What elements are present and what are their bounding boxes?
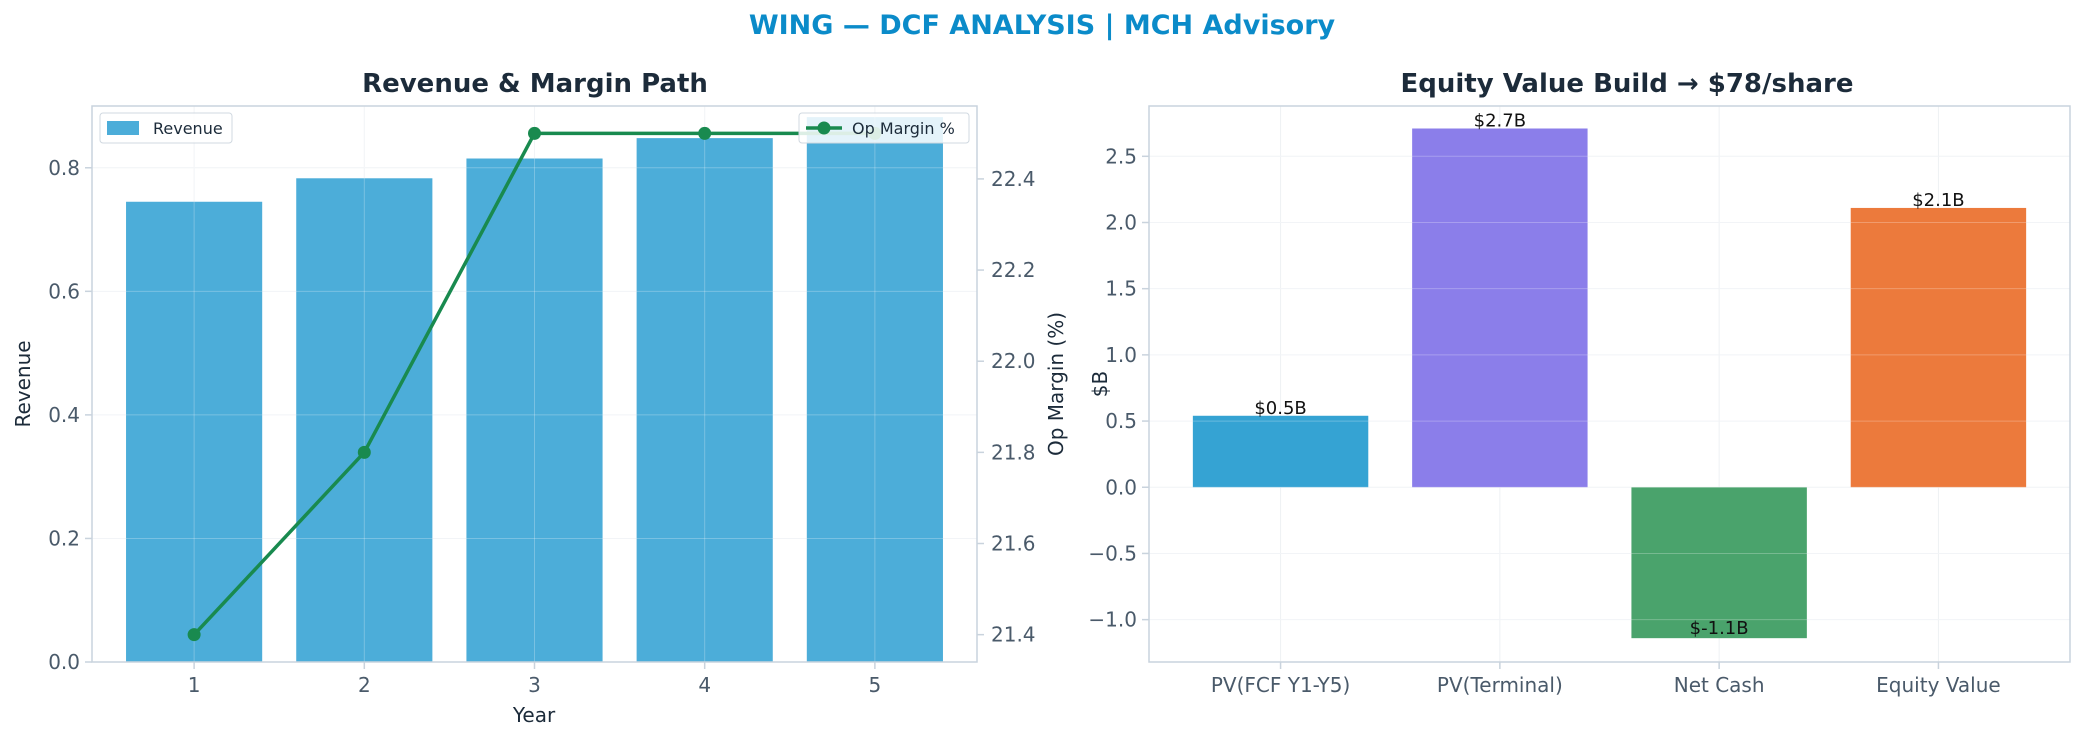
op-margin-point [187, 628, 201, 642]
op-margin-y-tick-label: 22.0 [991, 349, 1036, 373]
year-x-tick-label: 3 [528, 673, 541, 697]
equity-y-tick-label: 2.5 [1105, 144, 1137, 168]
revenue-x-axis-label: Year [512, 703, 556, 727]
revenue-y-tick-label: 0.8 [48, 156, 80, 180]
equity-x-tick-label: Equity Value [1876, 673, 2001, 697]
equity-x-ticks: PV(FCF Y1-Y5) PV(Terminal) Net Cash Equity … [1211, 662, 2001, 697]
op-margin-point [698, 126, 712, 140]
revenue-bar [636, 138, 773, 662]
op-margin-point [528, 126, 541, 140]
op-margin-point [357, 445, 371, 459]
equity-bar [1192, 415, 1369, 488]
revenue-legend: Revenue [99, 112, 233, 144]
year-x-tick-label: 2 [358, 673, 371, 697]
equity-x-tick-label: PV(FCF Y1-Y5) [1211, 673, 1350, 697]
year-x-ticks: 1 2 3 4 5 [188, 662, 882, 697]
figure-title: WING — DCF ANALYSIS | MCH Advisory [749, 10, 1336, 41]
equity-y-ticks: −1.0 −0.5 0.0 0.5 1.0 1.5 2.0 2.5 [1088, 144, 1149, 632]
op-margin-y-axis-label: Op Margin (%) [1044, 312, 1068, 456]
revenue-chart-title: Revenue & Margin Path [362, 69, 708, 99]
op-margin-line [187, 126, 882, 642]
year-x-tick-label: 1 [188, 673, 201, 697]
op-margin-legend-marker [817, 121, 831, 135]
equity-data-label: $2.7B [1474, 111, 1526, 132]
op-margin-y-tick-label: 22.2 [991, 258, 1036, 282]
equity-x-tick-label: PV(Terminal) [1437, 673, 1563, 697]
revenue-y-tick-label: 0.0 [48, 650, 80, 674]
revenue-y-ticks: 0.0 0.2 0.4 0.6 0.8 [48, 156, 92, 674]
revenue-y-tick-label: 0.4 [48, 403, 80, 427]
equity-x-tick-label: Net Cash [1674, 673, 1765, 697]
revenue-margin-chart: Revenue & Margin Path 0.00.20.40.60.8 21… [11, 69, 1068, 727]
equity-y-axis-label: $B [1088, 371, 1112, 397]
equity-data-label: $-1.1B [1690, 618, 1749, 639]
equity-build-chart: Equity Value Build → $78/share −1.0 −0.5 0… [1088, 69, 2071, 697]
equity-y-tick-label: −0.5 [1088, 541, 1137, 565]
equity-bar [1631, 487, 1807, 639]
equity-bar [1850, 207, 2027, 488]
revenue-legend-label: Revenue [153, 119, 223, 138]
equity-y-tick-label: 0.5 [1105, 409, 1137, 433]
equity-y-tick-label: 2.0 [1105, 210, 1137, 234]
equity-chart-title: Equity Value Build → $78/share [1401, 69, 1854, 99]
revenue-bar [806, 117, 943, 663]
revenue-y-tick-label: 0.2 [48, 526, 80, 550]
revenue-y-tick-label: 0.6 [48, 279, 80, 303]
op-margin-legend: Op Margin % [798, 112, 970, 144]
op-margin-y-tick-label: 21.4 [991, 623, 1036, 647]
op-margin-y-tick-label: 21.6 [991, 532, 1036, 556]
op-margin-legend-label: Op Margin % [852, 119, 955, 138]
equity-plot-frame [1148, 105, 2071, 663]
equity-y-tick-label: 1.0 [1105, 343, 1137, 367]
equity-data-label: $2.1B [1912, 190, 1964, 211]
op-margin-y-ticks: 21.4 21.6 21.8 22.0 22.2 22.4 [977, 167, 1036, 647]
equity-y-tick-label: 0.0 [1105, 475, 1137, 499]
equity-data-labels: $0.5B $2.7B $-1.1B $2.1B [1254, 111, 1964, 640]
equity-bars [1149, 128, 2070, 639]
revenue-bars [92, 106, 977, 663]
revenue-legend-swatch [107, 121, 139, 135]
revenue-bar [296, 178, 433, 662]
equity-y-tick-label: −1.0 [1088, 608, 1137, 632]
equity-bar [1412, 128, 1588, 488]
revenue-bar [466, 158, 603, 662]
year-x-tick-label: 4 [698, 673, 711, 697]
equity-data-label: $0.5B [1254, 398, 1306, 419]
year-x-tick-label: 5 [869, 673, 882, 697]
op-margin-y-tick-label: 21.8 [991, 440, 1036, 464]
revenue-y-axis-label: Revenue [11, 340, 35, 427]
op-margin-y-tick-label: 22.4 [991, 167, 1036, 191]
equity-y-tick-label: 1.5 [1105, 277, 1137, 301]
